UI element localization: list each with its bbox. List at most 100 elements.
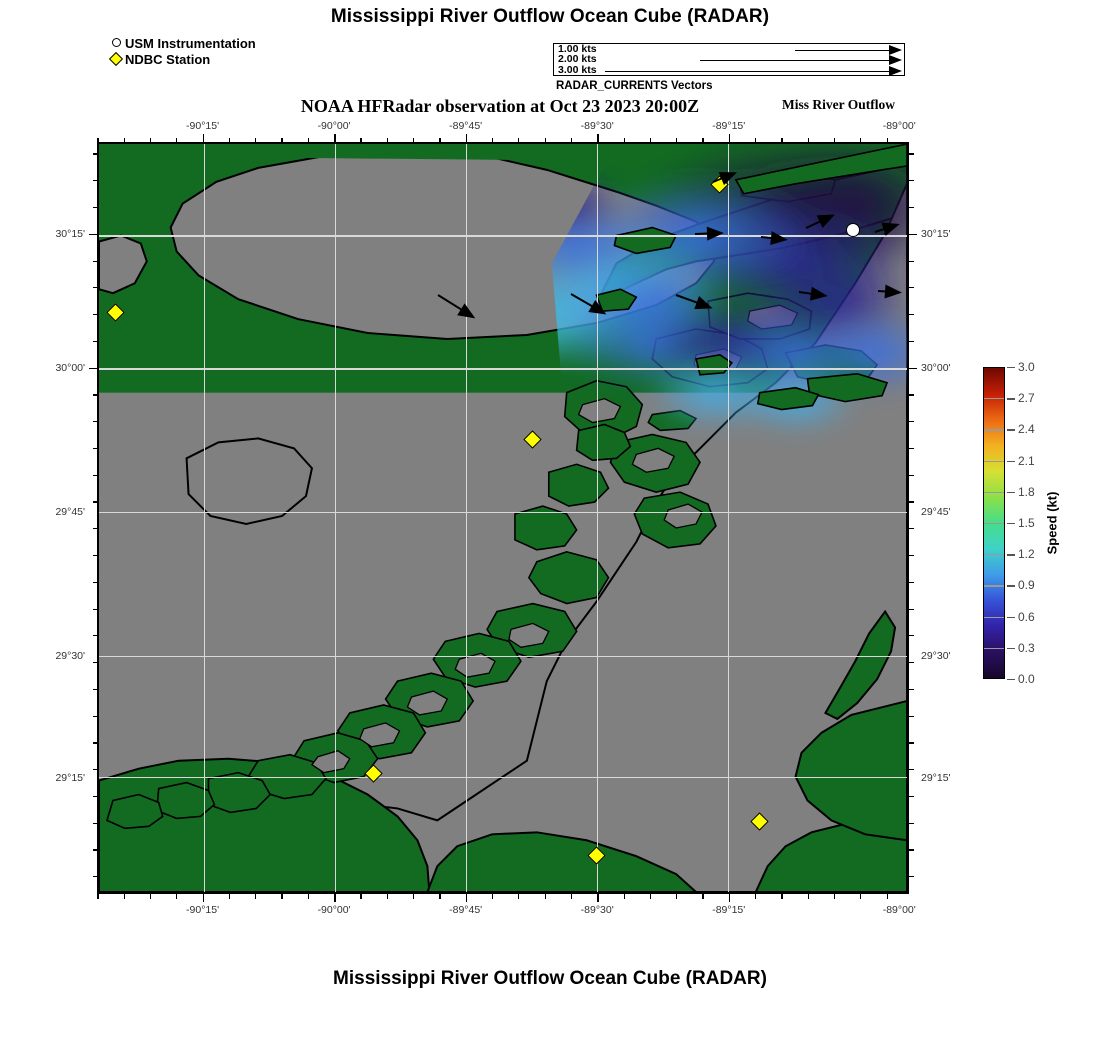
axis-tick (281, 137, 283, 142)
axis-bottom: -90°15' -90°00' -89°45' -89°30' -89°15' -89°0… (97, 894, 916, 916)
axis-tick (92, 153, 97, 155)
colorbar-ticks: 3.0 2.7 2.4 2.1 1.8 1.5 1.2 0.9 0.6 0.3 0.0 (983, 360, 1093, 686)
axis-label-latitude: 29°45' (55, 505, 85, 518)
arrow-head-icon (880, 217, 901, 236)
axis-tick (544, 137, 546, 142)
axis-tick (465, 894, 468, 902)
axis-tick (909, 340, 914, 343)
axis-label-latitude: 30°00' (921, 361, 951, 374)
usm-station-marker[interactable] (845, 223, 860, 238)
graticule-line (596, 144, 599, 892)
axis-tick (92, 287, 97, 289)
axis-tick (149, 137, 152, 142)
axis-tick (781, 137, 783, 142)
current-vector-arrow (695, 225, 725, 240)
colorbar-tick-label: 2.1 (1018, 453, 1035, 468)
axis-tick (92, 715, 97, 717)
colorbar-tick-label: 1.8 (1018, 484, 1035, 499)
colorbar-tick (1007, 523, 1015, 525)
axis-tick (909, 742, 914, 744)
vector-legend-label: 1.00 kts (558, 43, 597, 55)
diamond-icon (108, 51, 125, 68)
axis-label-latitude: 29°30' (921, 650, 951, 663)
axis-tick (909, 314, 914, 316)
axis-tick (597, 134, 599, 142)
axis-tick (702, 137, 704, 142)
colorbar-tick-label: 0.9 (1018, 578, 1035, 593)
axis-tick (439, 137, 441, 142)
axis-tick (307, 894, 309, 899)
axis-tick (909, 474, 914, 476)
axis-tick (570, 137, 573, 142)
axis-tick (92, 314, 97, 316)
arrow-head-icon (587, 298, 610, 320)
axis-tick (755, 894, 757, 899)
axis-tick (149, 894, 152, 899)
axis-tick (909, 554, 914, 557)
axis-tick (92, 447, 97, 450)
chart-subtitle: NOAA HFRadar observation at Oct 23 2023 … (300, 96, 700, 116)
axis-tick (518, 894, 520, 899)
axis-tick (92, 474, 97, 476)
marker-legend: USM Instrumentation NDBC Station (108, 36, 256, 68)
circle-icon (110, 36, 125, 52)
axis-tick (909, 876, 914, 878)
axis-tick (833, 137, 836, 142)
axis-tick (649, 894, 651, 899)
axis-tick (728, 134, 731, 142)
axis-tick (334, 894, 336, 902)
axis-tick (281, 894, 283, 899)
vector-legend-row: 2.00 kts (554, 54, 904, 66)
colorbar-separator (984, 616, 1004, 618)
page-title: Mississippi River Outflow Ocean Cube (RA… (330, 6, 770, 27)
colorbar-tick-label: 3.0 (1018, 360, 1035, 374)
colorbar[interactable] (983, 367, 1005, 679)
colorbar-separator (984, 554, 1004, 556)
axis-label-latitude: 29°15' (921, 772, 951, 785)
current-vector-arrow (712, 165, 740, 185)
axis-tick (886, 894, 888, 899)
axis-tick (255, 137, 257, 142)
axis-tick (228, 137, 231, 142)
axis-tick (702, 894, 704, 899)
axis-tick (544, 894, 546, 899)
axis-tick (386, 137, 388, 142)
axis-tick (92, 394, 97, 396)
current-vector-arrow (437, 294, 480, 324)
map-plot-area[interactable] (97, 142, 909, 894)
axis-tick (649, 137, 651, 142)
current-vector-layer (99, 144, 907, 892)
axis-label-longitude: -89°30' (580, 904, 614, 916)
graticule-line (727, 144, 729, 892)
map-geography (99, 144, 907, 892)
axis-tick (623, 137, 625, 142)
axis-label-longitude: -89°00' (882, 904, 916, 916)
axis-tick (97, 137, 99, 142)
axis-tick (92, 501, 97, 503)
current-vector-arrow (760, 230, 789, 247)
axis-label-longitude: -90°15' (186, 120, 220, 132)
axis-tick (92, 340, 97, 343)
arrow-head-icon (889, 45, 902, 55)
axis-label-longitude: -90°15' (186, 904, 220, 916)
colorbar-tick-label: 2.7 (1018, 391, 1035, 406)
axis-label-latitude: 30°00' (55, 361, 85, 374)
axis-tick (92, 260, 97, 262)
axis-tick (92, 581, 97, 583)
vector-legend-caption: RADAR_CURRENTS Vectors (556, 80, 713, 92)
arrow-head-icon (706, 225, 725, 240)
current-vector-arrow (570, 292, 610, 320)
axis-tick (413, 894, 415, 899)
axis-label-longitude: -89°00' (882, 120, 916, 132)
graticule-line (99, 235, 907, 237)
axis-tick (491, 137, 494, 142)
axis-tick (909, 180, 914, 182)
axis-tick (909, 447, 914, 450)
axis-tick (123, 137, 125, 142)
colorbar-tick (1007, 679, 1015, 681)
colorbar-tick (1007, 491, 1015, 494)
axis-tick (909, 260, 914, 262)
colorbar-separator (984, 523, 1004, 525)
graticule-line (99, 512, 907, 514)
arrow-head-icon (718, 165, 740, 185)
